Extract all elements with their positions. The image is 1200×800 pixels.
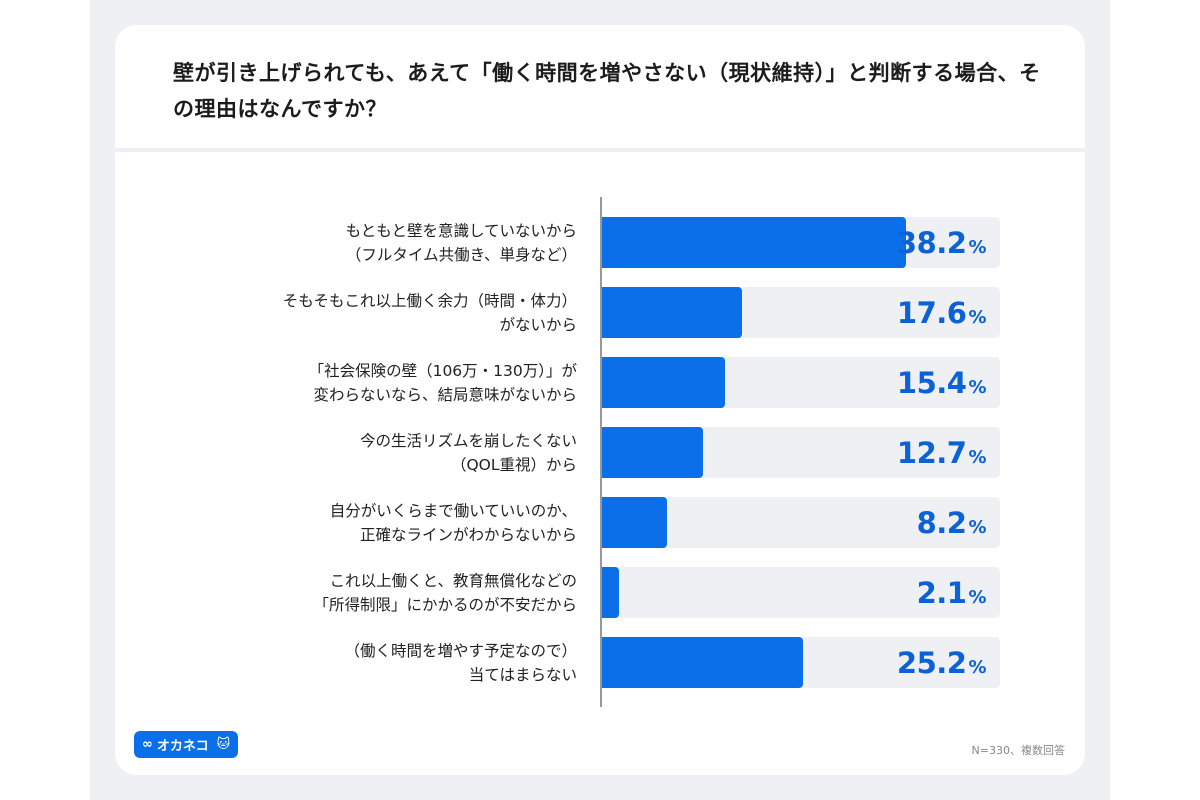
cat-icon: 🐱 [216,737,231,752]
category-label-line: （QOL重視）から [450,455,577,474]
data-label-unit: % [968,377,986,398]
infinity-icon: ∞ [142,737,153,752]
bar-track: 15.4% [602,357,1000,408]
chart-title: 壁が引き上げられても、あえて「働く時間を増やさない（現状維持）」と判断する場合、… [173,61,1041,121]
data-label-value: 38.2 [896,226,967,260]
data-label: 15.4% [896,357,987,408]
bar-row: 今の生活リズムを崩したくない （QOL重視）から 12.7% [115,427,1085,478]
category-label: もともと壁を意識していないから （フルタイム共働き、単身など） [346,217,577,268]
bar-track: 38.2% [602,217,1000,268]
data-label-unit: % [968,307,986,328]
bar-row: 「社会保険の壁（106万・130万）」が 変わらないなら、結局意味がないから 15.… [115,357,1085,408]
category-label-line: 今の生活リズムを崩したくない [359,431,577,450]
bar-row: （働く時間を増やす予定なので） 当てはまらない 25.2% [115,637,1085,688]
data-label-unit: % [968,237,986,258]
category-label: これ以上働くと、教育無償化などの「所得制限」にかかるのが不安だから [313,567,577,618]
bar [602,497,668,548]
bar-track: 8.2% [602,497,1000,548]
category-label-line: （フルタイム共働き、単身など） [345,245,577,264]
okaneko-logo: ∞ オカネコ 🐱 [134,731,238,758]
data-label-value: 25.2 [896,646,967,680]
category-label: （働く時間を増やす予定なので） 当てはまらない [344,637,577,688]
category-label-line: 「社会保険の壁（106万・130万）」が [308,361,577,380]
bar-row: もともと壁を意識していないから （フルタイム共働き、単身など） 38.2% [115,217,1085,268]
bar-track: 25.2% [602,637,1000,688]
data-label-value: 8.2 [916,506,967,540]
data-label: 38.2% [896,217,987,268]
category-label: 自分がいくらまで働いていいのか、正確なラインがわからないから [330,497,577,548]
bar [602,357,725,408]
data-label-value: 17.6 [896,296,967,330]
data-label: 17.6% [896,287,987,338]
data-label: 2.1% [916,567,987,618]
bar-track: 2.1% [602,567,1000,618]
bar [602,637,803,688]
bar [602,567,619,618]
category-label-line: これ以上働くと、教育無償化などの [329,571,577,590]
data-label-value: 2.1 [916,576,967,610]
bar [602,217,907,268]
category-label-line: もともと壁を意識していないから [345,221,577,240]
logo-text: オカネコ [156,739,209,754]
sample-note: N=330、複数回答 [971,744,1065,757]
divider [115,148,1085,152]
category-label: 「社会保険の壁（106万・130万）」が 変わらないなら、結局意味がないから [309,357,577,408]
bar-row: これ以上働くと、教育無償化などの「所得制限」にかかるのが不安だから 2.1% [115,567,1085,618]
bar-row: 自分がいくらまで働いていいのか、正確なラインがわからないから 8.2% [115,497,1085,548]
y-axis-line [600,197,602,707]
category-label-line: 変わらないなら、結局意味がないから [313,385,577,404]
category-label-line: 「所得制限」にかかるのが不安だから [313,595,577,614]
category-label-line: がないから [499,315,577,334]
bar-row: そもそもこれ以上働く余力（時間・体力） がないから 17.6% [115,287,1085,338]
data-label-value: 15.4 [896,366,967,400]
data-label: 12.7% [896,427,987,478]
data-label-unit: % [968,447,986,468]
category-label-line: 自分がいくらまで働いていいのか、 [329,501,577,520]
chart-card: 壁が引き上げられても、あえて「働く時間を増やさない（現状維持）」と判断する場合、… [115,25,1085,775]
category-label-line: そもそもこれ以上働く余力（時間・体力） [282,291,577,310]
data-label-unit: % [968,517,986,538]
category-label-line: 当てはまらない [468,665,577,684]
bar-track: 12.7% [602,427,1000,478]
data-label-unit: % [968,587,986,608]
data-label-unit: % [968,657,986,678]
category-label: 今の生活リズムを崩したくない （QOL重視）から [360,427,577,478]
category-label-line: （働く時間を増やす予定なので） [344,641,577,660]
data-label-value: 12.7 [896,436,967,470]
category-label-line: 正確なラインがわからないから [359,525,577,544]
bar [602,287,743,338]
category-label: そもそもこれ以上働く余力（時間・体力） がないから [283,287,577,338]
bar-track: 17.6% [602,287,1000,338]
data-label: 8.2% [916,497,987,548]
data-label: 25.2% [896,637,987,688]
bar [602,427,704,478]
